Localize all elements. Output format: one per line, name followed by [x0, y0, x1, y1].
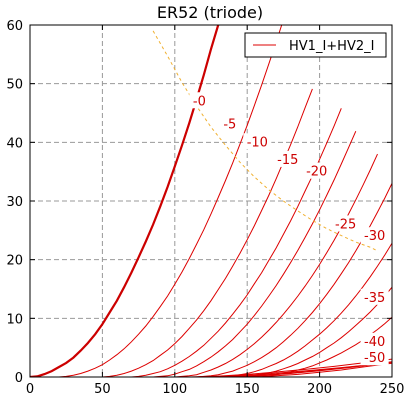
curve-label: -20 — [306, 165, 327, 180]
curve-label-bg — [360, 227, 389, 244]
curve-label: -10 — [247, 135, 268, 150]
series-line-6 — [196, 183, 392, 377]
y-tick-label: 30 — [6, 195, 23, 210]
load-line-series — [152, 30, 378, 252]
curve-label-bg — [243, 133, 272, 150]
curve-label-bg — [189, 92, 210, 109]
curve-label-bg — [360, 288, 389, 305]
curve-label-bg — [360, 349, 389, 366]
y-tick-label: 10 — [6, 312, 23, 327]
legend: HV1_I+HV2_I — [244, 32, 387, 58]
x-tick-label: 100 — [162, 382, 187, 397]
series-line-4 — [153, 130, 357, 377]
curve-label-bg — [331, 215, 360, 232]
x-tick-label: 250 — [380, 382, 405, 397]
curve-series — [30, 25, 392, 377]
y-tick-label: 0 — [15, 371, 23, 386]
x-tick-label: 200 — [307, 382, 332, 397]
series-line-2 — [102, 88, 313, 377]
curve-label: -0 — [193, 94, 206, 109]
curve-label: -15 — [277, 153, 298, 168]
curve-label-bg — [302, 162, 331, 179]
series-line-1 — [58, 25, 283, 377]
curve-labels: -0 -5 -10 -15 -20 -25 -30 -35 -40-50 — [189, 92, 389, 366]
load-line — [152, 30, 378, 252]
x-tick-label: 0 — [26, 382, 34, 397]
curve-label: -30 — [364, 229, 385, 244]
x-tick-label: 150 — [235, 382, 260, 397]
curve-label: -25 — [335, 217, 356, 232]
series-line-3 — [131, 108, 342, 377]
axis-ticks: 0 50 100 150 200 250 0 10 20 30 40 50 60 — [6, 19, 404, 397]
series-line-0 — [30, 25, 220, 377]
curve-label-bg — [219, 115, 240, 132]
y-tick-label: 40 — [6, 136, 23, 151]
curve-label: -5 — [223, 118, 236, 133]
curve-label-bg — [360, 332, 389, 349]
legend-entry-label: HV1_I+HV2_I — [289, 39, 374, 54]
curve-label: -50 — [364, 351, 385, 366]
x-tick-label: 50 — [94, 382, 111, 397]
curve-label: -40 — [364, 335, 385, 350]
grid — [30, 25, 392, 377]
chart-title: ER52 (triode) — [157, 3, 263, 22]
y-tick-label: 60 — [6, 19, 23, 34]
curve-label-bg — [273, 150, 302, 167]
curve-label: -35 — [364, 291, 385, 306]
y-tick-label: 50 — [6, 78, 23, 93]
y-tick-label: 20 — [6, 254, 23, 269]
